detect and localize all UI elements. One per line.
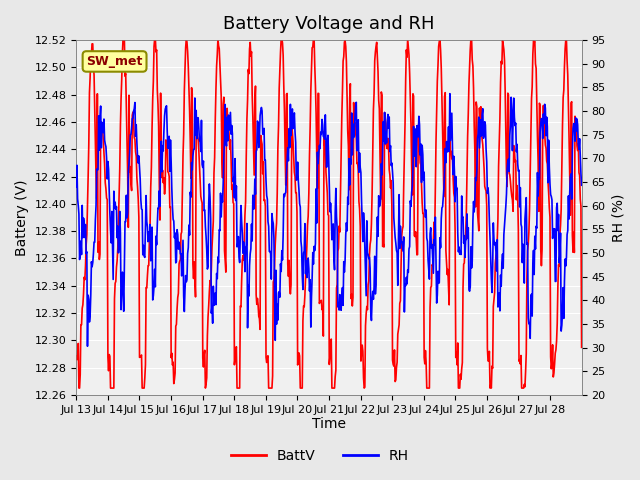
Y-axis label: RH (%): RH (%) (611, 193, 625, 242)
Title: Battery Voltage and RH: Battery Voltage and RH (223, 15, 435, 33)
Legend: BattV, RH: BattV, RH (225, 443, 415, 468)
X-axis label: Time: Time (312, 418, 346, 432)
Y-axis label: Battery (V): Battery (V) (15, 179, 29, 256)
Text: SW_met: SW_met (86, 55, 143, 68)
